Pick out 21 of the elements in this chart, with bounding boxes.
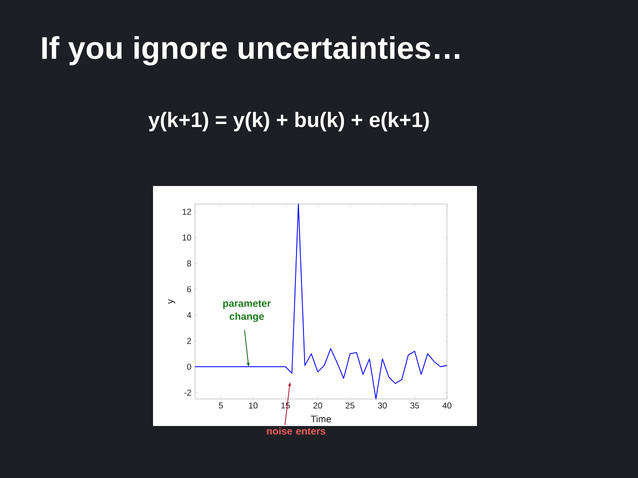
- y-tick-label: 6: [187, 286, 192, 292]
- x-tick-label: 30: [378, 402, 387, 409]
- chart-subtitle: y(k+1) = y(k) + bu(k) + e(k+1): [148, 112, 429, 132]
- x-tick-label: 40: [442, 402, 452, 409]
- y-tick-label: 2: [187, 338, 192, 344]
- x-tick-label: 20: [313, 402, 322, 409]
- x-tick-label: 5: [218, 402, 223, 408]
- y-tick-label: -2: [184, 390, 192, 396]
- text: noise enters: [266, 427, 326, 435]
- x-tick-label: 25: [346, 402, 354, 409]
- y-tick-label: 8: [187, 260, 192, 266]
- y-axis-title: y: [168, 299, 176, 304]
- x-tick-label: 10: [249, 402, 258, 409]
- chart-title: If you ignore uncertainties…: [42, 36, 460, 66]
- annotation: parameter change: [223, 300, 271, 322]
- y-tick-label: 12: [182, 208, 192, 215]
- x-axis-title: Time: [310, 415, 331, 422]
- x-tick-label: 35: [410, 402, 420, 409]
- y-tick-label: 10: [182, 234, 192, 241]
- y-tick-label: 4: [186, 312, 192, 318]
- y-tick-label: 0: [187, 364, 192, 370]
